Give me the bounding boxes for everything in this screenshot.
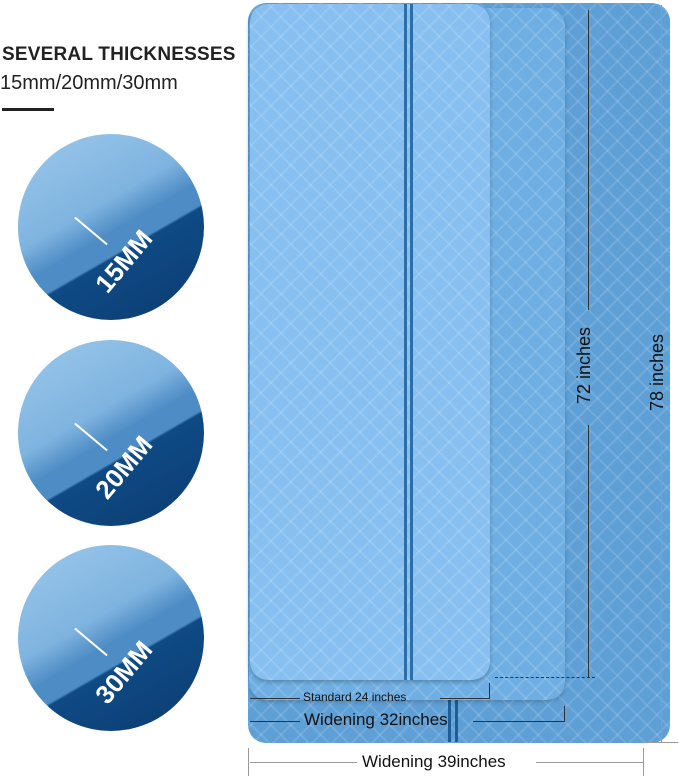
- mat-stripe: [448, 680, 451, 742]
- mat-stripe: [404, 4, 407, 680]
- thickness-label: 20MM: [89, 429, 159, 505]
- thickness-sample-30mm: 30MM: [18, 545, 204, 731]
- dim-line: [250, 762, 357, 763]
- dim-line: [495, 677, 595, 679]
- heading-subtitle: 15mm/20mm/30mm: [0, 72, 178, 94]
- dim-line: [250, 698, 300, 699]
- dim-line: [440, 698, 490, 699]
- thickness-label: 30MM: [89, 634, 159, 710]
- dim-line: [489, 683, 490, 699]
- measure-mark: [74, 422, 108, 452]
- mat-stripe: [455, 680, 458, 742]
- mat-standard-24: [250, 4, 490, 680]
- dim-line: [648, 742, 678, 743]
- thickness-label: 15MM: [89, 223, 159, 299]
- standard-length-label: 72 inches: [574, 326, 595, 405]
- measure-mark: [74, 627, 108, 657]
- dim-line: [250, 721, 300, 722]
- dim-line: [564, 706, 565, 722]
- thickness-sample-15mm: 15MM: [18, 134, 204, 320]
- heading-title: SEVERAL THICKNESSES: [2, 44, 236, 65]
- mat-stripe: [410, 4, 413, 680]
- dim-line: [643, 748, 644, 776]
- measure-mark: [74, 216, 108, 246]
- thickness-sample-20mm: 20MM: [18, 340, 204, 526]
- dim-line: [661, 440, 662, 743]
- dim-line: [473, 721, 565, 722]
- dim-line: [588, 425, 589, 677]
- wide-width-label: Widening 39inches: [362, 752, 506, 771]
- mid-width-label: Widening 32inches: [304, 710, 448, 729]
- dim-line: [588, 10, 589, 310]
- dim-line: [248, 748, 249, 776]
- dim-line: [536, 762, 644, 763]
- standard-width-label: Standard 24 inches: [303, 690, 407, 704]
- divider: [2, 108, 54, 111]
- long-length-label: 78 inches: [647, 333, 668, 412]
- dim-line: [661, 5, 662, 305]
